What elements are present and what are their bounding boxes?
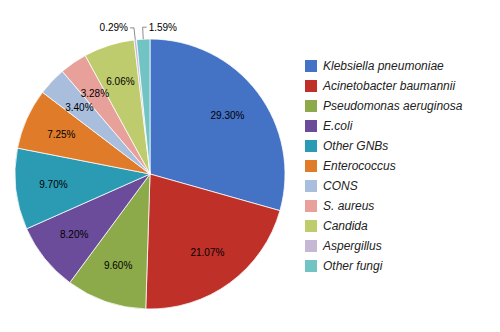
legend-swatch [305,140,317,152]
legend-item: Acinetobacter baumannii [305,79,455,93]
legend-swatch [305,100,317,112]
legend-label: S. aureus [323,199,374,213]
data-label: 21.07% [190,247,224,258]
data-label: 7.25% [47,129,75,140]
data-label: 29.30% [211,110,245,121]
legend-swatch [305,260,317,272]
legend-item: S. aureus [305,199,374,213]
legend-label: Acinetobacter baumannii [322,79,455,93]
legend-item: Candida [305,219,368,233]
pie-slice [137,39,150,174]
chart: 29.30% 21.07% 9.60% 8.20% 9.70% 7.25% 3.40% 3.2… [0,0,500,332]
legend-swatch [305,180,317,192]
data-label: 1.59% [149,22,177,33]
legend-item: CONS [305,179,358,193]
pie-slice [134,40,150,174]
legend-label: CONS [323,179,358,193]
legend-item: Enterococcus [305,159,396,173]
legend-swatch [305,160,317,172]
legend-label: E.coli [323,119,353,133]
legend-item: Other GNBs [305,139,388,153]
data-label: 6.06% [106,76,134,87]
legend-swatch [305,60,317,72]
legend-swatch [305,120,317,132]
data-label: 3.28% [81,88,109,99]
legend-item: Aspergillus [305,239,382,253]
legend-label: Enterococcus [323,159,396,173]
legend-label: Other fungi [323,259,383,273]
legend: Klebsiella pneumoniae Acinetobacter bauma… [305,59,463,273]
leader-line [130,28,135,40]
legend-label: Pseudomonas aeruginosa [323,99,463,113]
legend-label: Candida [323,219,368,233]
pie: 29.30% 21.07% 9.60% 8.20% 9.70% 7.25% 3.40% 3.2… [15,22,285,309]
data-label: 9.70% [39,179,67,190]
pie-slice [85,40,150,174]
legend-swatch [305,220,317,232]
legend-swatch [305,80,317,92]
legend-label: Other GNBs [323,139,388,153]
data-label: 0.29% [100,22,128,33]
legend-swatch [305,200,317,212]
legend-item: Klebsiella pneumoniae [305,59,444,73]
data-label: 8.20% [60,229,88,240]
leader-line [143,27,147,39]
legend-label: Aspergillus [322,239,382,253]
legend-item: E.coli [305,119,353,133]
legend-item: Other fungi [305,259,383,273]
legend-label: Klebsiella pneumoniae [323,59,444,73]
pie-slice [146,174,280,309]
legend-swatch [305,240,317,252]
data-label: 3.40% [65,102,93,113]
legend-item: Pseudomonas aeruginosa [305,99,463,113]
data-label: 9.60% [104,260,132,271]
